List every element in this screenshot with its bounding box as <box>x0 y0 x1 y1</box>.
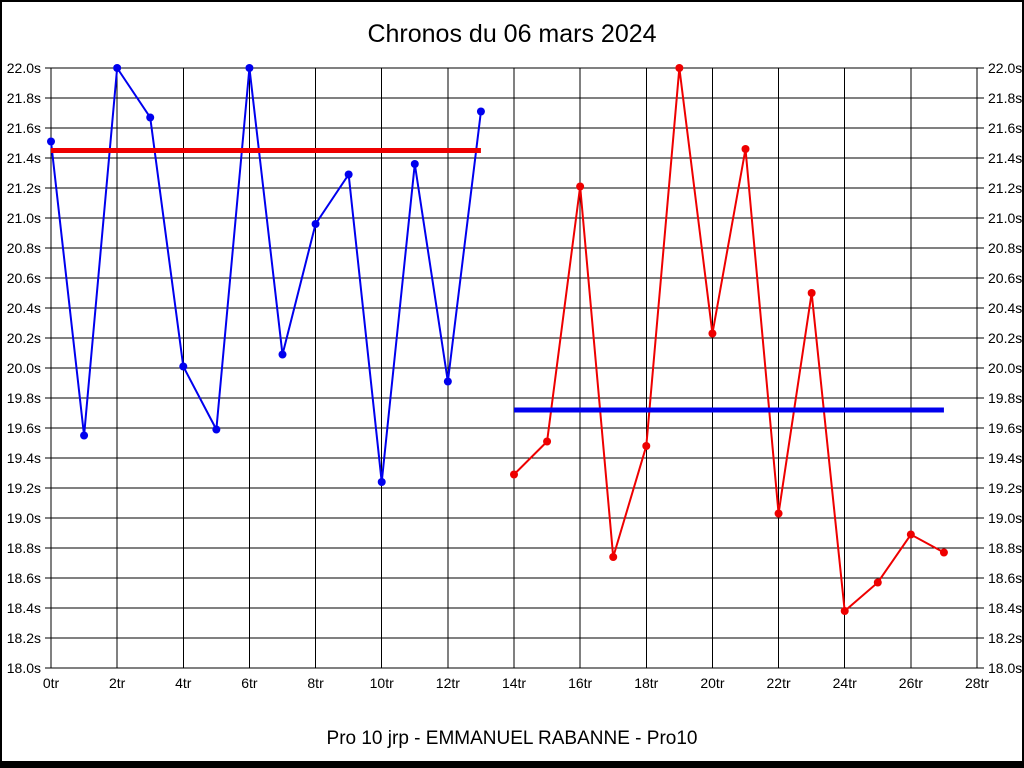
data-point-serie-rouge <box>609 553 618 561</box>
data-point-serie-rouge <box>774 509 783 518</box>
y-tick-label-left: 18.2s <box>7 630 41 646</box>
data-point-serie-bleue <box>47 137 55 146</box>
data-point-serie-bleue <box>146 113 155 122</box>
data-point-serie-bleue <box>278 350 287 359</box>
y-tick-label-left: 21.0s <box>7 210 41 226</box>
x-tick-label: 28tr <box>965 675 989 691</box>
bottom-bar <box>2 761 1022 766</box>
data-point-serie-bleue <box>377 478 386 486</box>
data-point-serie-bleue <box>311 220 320 228</box>
x-tick-label: 24tr <box>833 675 857 691</box>
data-point-serie-rouge <box>939 548 948 557</box>
data-point-serie-bleue <box>212 425 221 434</box>
data-point-serie-bleue <box>245 64 254 72</box>
x-tick-label: 6tr <box>241 675 258 691</box>
data-point-serie-bleue <box>113 64 122 72</box>
series-line-serie-bleue <box>50 65 482 483</box>
data-point-serie-bleue <box>476 107 485 116</box>
plot-frame <box>50 67 978 669</box>
y-tick-label-left: 21.8s <box>7 90 41 106</box>
data-point-serie-rouge <box>807 289 816 297</box>
y-tick-label-right: 19.6s <box>988 420 1022 436</box>
y-tick-label-right: 18.8s <box>988 540 1022 556</box>
x-tick-label: 14tr <box>502 675 526 691</box>
y-tick-label-left: 18.4s <box>7 600 41 616</box>
data-point-serie-rouge <box>510 470 518 479</box>
y-tick-label-right: 20.4s <box>988 300 1022 316</box>
y-tick-label-right: 20.6s <box>988 270 1022 286</box>
data-point-serie-bleue <box>179 362 188 371</box>
y-tick-label-right: 19.2s <box>988 480 1022 496</box>
y-tick-label-right: 21.4s <box>988 150 1022 166</box>
y-tick-label-right: 20.2s <box>988 330 1022 346</box>
data-point-serie-rouge <box>873 578 882 587</box>
y-tick-label-right: 18.6s <box>988 570 1022 586</box>
data-point-serie-rouge <box>642 442 651 450</box>
y-tick-label-right: 21.0s <box>988 210 1022 226</box>
x-tick-label: 2tr <box>109 675 126 691</box>
y-tick-label-left: 21.2s <box>7 180 41 196</box>
y-tick-label-left: 18.6s <box>7 570 41 586</box>
data-point-serie-rouge <box>840 607 849 615</box>
series-line-serie-rouge <box>513 67 945 614</box>
y-tick-label-left: 20.4s <box>7 300 41 316</box>
y-tick-label-left: 22.0s <box>7 60 41 76</box>
y-tick-label-left: 20.8s <box>7 240 41 256</box>
y-tick-label-right: 19.0s <box>988 510 1022 526</box>
x-tick-label: 12tr <box>436 675 460 691</box>
y-tick-label-right: 21.2s <box>988 180 1022 196</box>
y-tick-label-left: 19.8s <box>7 390 41 406</box>
y-tick-label-left: 19.6s <box>7 420 41 436</box>
data-point-serie-rouge <box>741 145 750 153</box>
chart-title: Chronos du 06 mars 2024 <box>367 20 657 48</box>
x-tick-label: 22tr <box>767 675 791 691</box>
y-tick-label-left: 18.8s <box>7 540 41 556</box>
x-tick-label: 16tr <box>568 675 592 691</box>
data-point-serie-rouge <box>576 182 585 191</box>
x-tick-label: 0tr <box>43 675 60 691</box>
y-tick-label-left: 20.0s <box>7 360 41 376</box>
data-point-serie-rouge <box>675 64 684 72</box>
data-point-serie-bleue <box>344 170 353 179</box>
data-point-serie-rouge <box>906 530 915 539</box>
y-tick-label-right: 18.4s <box>988 600 1022 616</box>
y-tick-label-left: 20.2s <box>7 330 41 346</box>
y-tick-label-left: 19.0s <box>7 510 41 526</box>
y-tick-label-right: 18.2s <box>988 630 1022 646</box>
y-tick-label-right: 21.6s <box>988 120 1022 136</box>
data-point-serie-bleue <box>410 160 419 168</box>
y-tick-label-right: 21.8s <box>988 90 1022 106</box>
y-tick-label-right: 19.8s <box>988 390 1022 406</box>
y-tick-label-right: 22.0s <box>988 60 1022 76</box>
y-tick-label-left: 20.6s <box>7 270 41 286</box>
data-point-serie-rouge <box>708 329 717 338</box>
x-tick-label: 8tr <box>307 675 324 691</box>
y-tick-label-left: 19.4s <box>7 450 41 466</box>
x-tick-label: 20tr <box>700 675 724 691</box>
y-tick-label-left: 18.0s <box>7 660 41 676</box>
data-point-serie-bleue <box>80 431 89 440</box>
x-tick-label: 26tr <box>899 675 923 691</box>
y-tick-label-right: 20.0s <box>988 360 1022 376</box>
y-tick-label-right: 20.8s <box>988 240 1022 256</box>
y-tick-label-left: 19.2s <box>7 480 41 496</box>
data-point-serie-rouge <box>543 437 552 446</box>
y-tick-label-right: 19.4s <box>988 450 1022 466</box>
chart-footer: Pro 10 jrp - EMMANUEL RABANNE - Pro10 <box>326 728 698 749</box>
x-tick-label: 18tr <box>634 675 658 691</box>
x-tick-label: 10tr <box>370 675 394 691</box>
y-tick-label-right: 18.0s <box>988 660 1022 676</box>
y-tick-label-left: 21.6s <box>7 120 41 136</box>
x-tick-label: 4tr <box>175 675 192 691</box>
y-tick-label-left: 21.4s <box>7 150 41 166</box>
data-point-serie-bleue <box>443 377 452 386</box>
